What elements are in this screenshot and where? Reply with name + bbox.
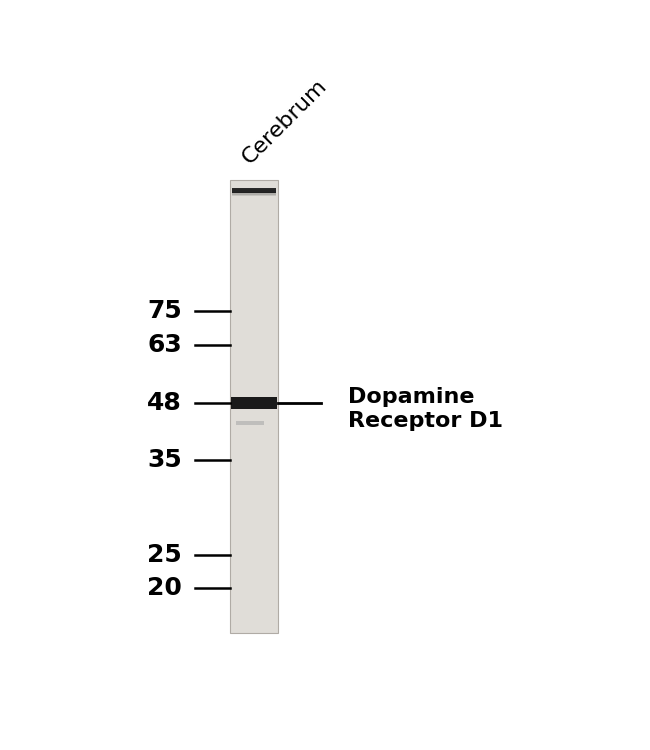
Bar (232, 190, 276, 192)
Text: Cerebrum: Cerebrum (239, 76, 331, 168)
Text: Dopamine
Receptor D1: Dopamine Receptor D1 (348, 387, 503, 430)
Text: 75: 75 (148, 298, 182, 322)
Bar (232, 189, 276, 190)
Bar (232, 194, 276, 196)
Bar (232, 192, 276, 194)
Bar (231, 398, 277, 409)
Bar (232, 188, 276, 194)
Text: 25: 25 (148, 543, 182, 567)
Bar (232, 193, 276, 195)
Text: 48: 48 (148, 391, 182, 415)
Text: 35: 35 (148, 448, 182, 472)
Bar (230, 179, 278, 633)
Text: 63: 63 (148, 333, 182, 357)
Text: 20: 20 (147, 576, 182, 600)
Bar (236, 421, 264, 424)
